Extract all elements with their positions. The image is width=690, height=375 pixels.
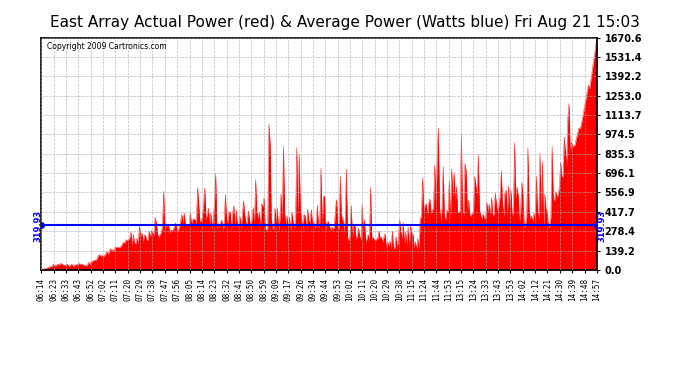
Text: 319.93: 319.93 <box>0 208 3 243</box>
Text: 319.93: 319.93 <box>598 209 607 242</box>
Text: 319.93: 319.93 <box>33 209 43 242</box>
Text: Copyright 2009 Cartronics.com: Copyright 2009 Cartronics.com <box>47 42 166 51</box>
Text: East Array Actual Power (red) & Average Power (Watts blue) Fri Aug 21 15:03: East Array Actual Power (red) & Average … <box>50 15 640 30</box>
